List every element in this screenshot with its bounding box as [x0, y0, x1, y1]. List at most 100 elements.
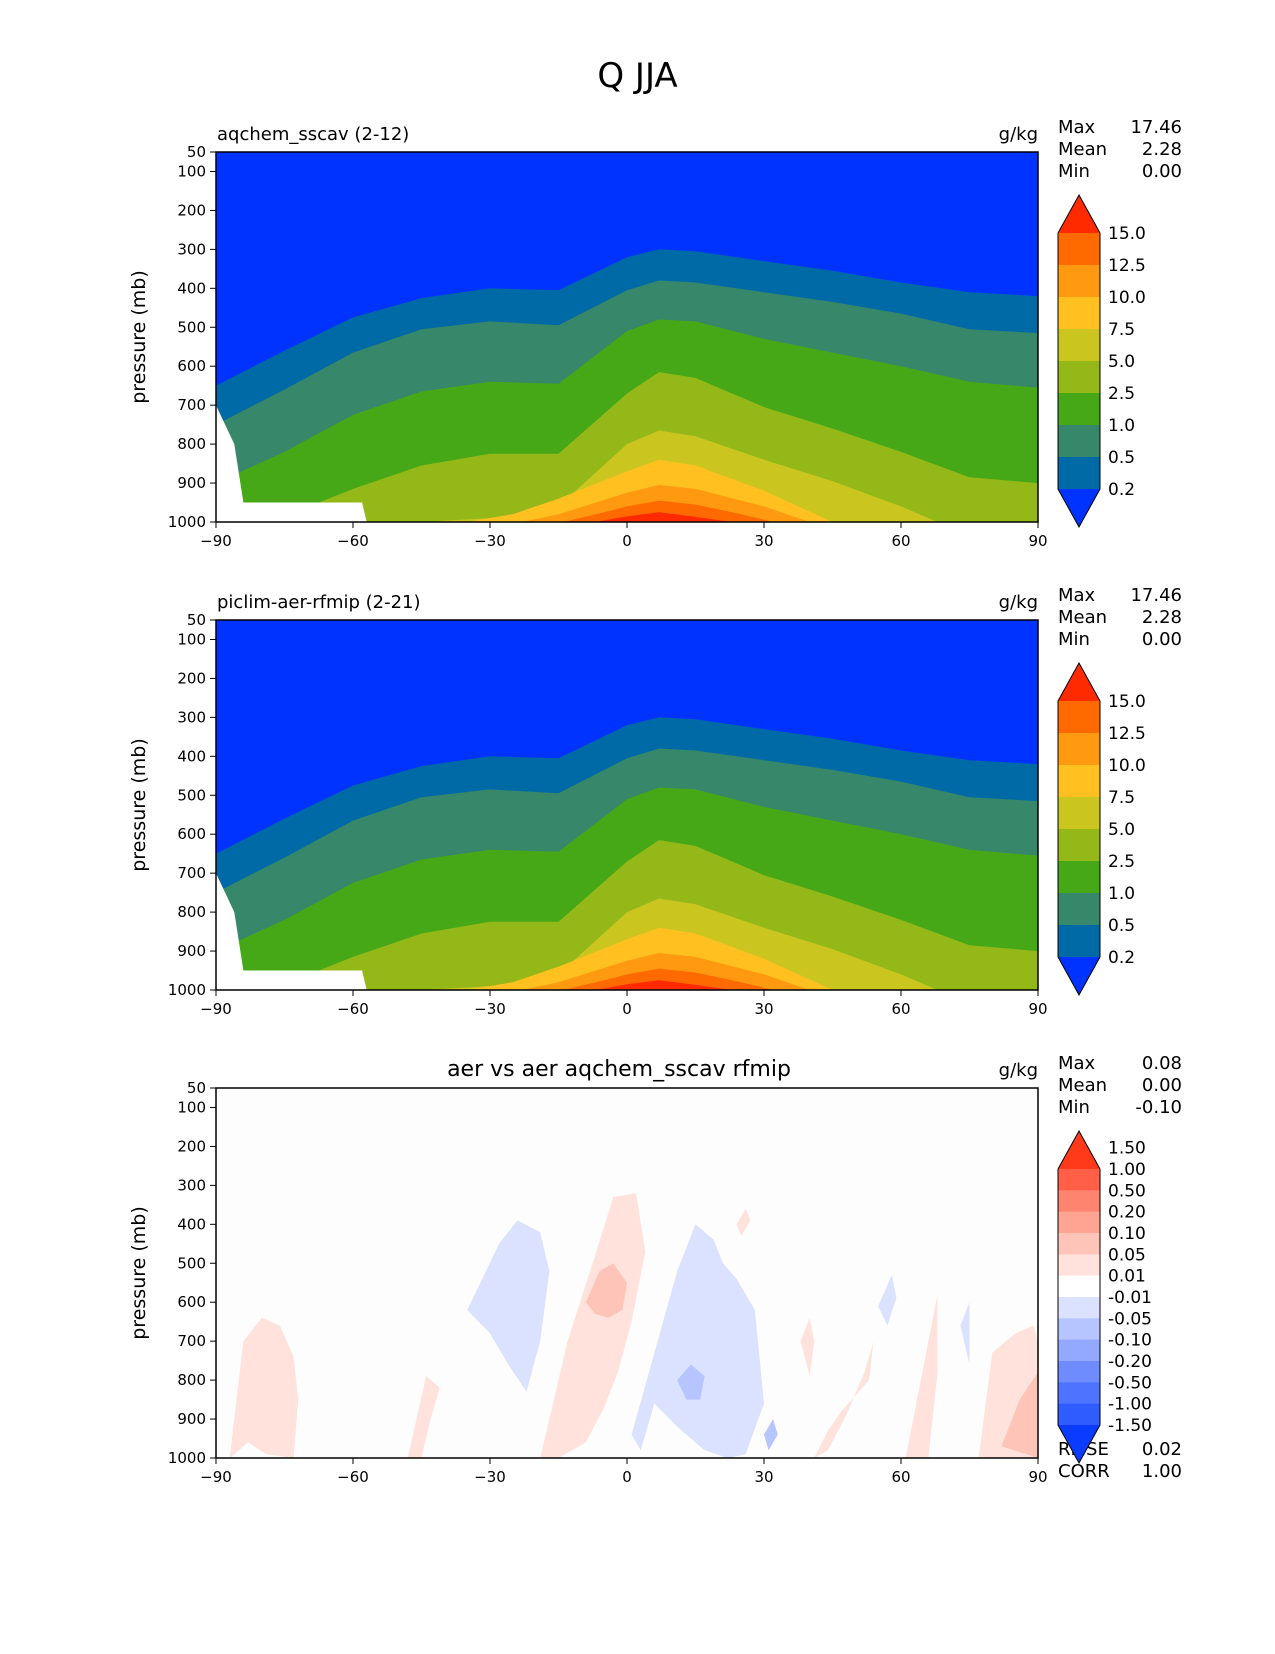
colorbar-segment	[1058, 1254, 1100, 1277]
stat-value: 2.28	[1142, 607, 1182, 628]
colorbar-tick-label: 15.0	[1108, 692, 1146, 712]
stat-value: 0.02	[1142, 1439, 1182, 1460]
y-tick-label: 50	[187, 611, 206, 629]
colorbar-tick-label: 0.20	[1108, 1203, 1146, 1223]
colorbar-segment	[1058, 393, 1100, 426]
colorbar-tick-label: 0.2	[1108, 948, 1135, 968]
colorbar-segment	[1058, 829, 1100, 862]
stat-label: Max	[1058, 1053, 1096, 1074]
x-tick-label: 30	[754, 1468, 773, 1486]
colorbar-segment	[1058, 233, 1100, 266]
x-tick-label: 0	[622, 1468, 632, 1486]
colorbar-outline	[1057, 193, 1101, 529]
positive-anomaly-region	[540, 1193, 646, 1458]
y-tick-label: 800	[177, 435, 206, 453]
colorbar-tick-label: 10.0	[1108, 288, 1146, 308]
colorbar-tick-label: 1.0	[1108, 416, 1135, 436]
colorbar-tick-label: 2.5	[1108, 384, 1135, 404]
colorbar: 0.2 0.5 1.0 2.5 5.0 7.5 10.0 12.5 15.0	[1057, 193, 1146, 529]
missing-data-region	[216, 873, 367, 990]
colorbar-tick-label: 12.5	[1108, 256, 1146, 276]
positive-anomaly-region	[800, 1317, 815, 1377]
colorbar-segment	[1058, 1361, 1100, 1383]
colorbar-extend-max	[1058, 663, 1100, 701]
positive-anomaly-region	[229, 1317, 299, 1458]
stat-value: 17.46	[1130, 585, 1182, 606]
colorbar-tick-label: -0.01	[1108, 1288, 1152, 1308]
x-tick-label: −30	[474, 1468, 506, 1486]
stat-label: Mean	[1058, 139, 1107, 160]
colorbar-tick-label: 7.5	[1108, 320, 1135, 340]
y-axis-label: pressure (mb)	[128, 1206, 150, 1340]
units-label: g/kg	[999, 592, 1038, 613]
colorbar-segment	[1058, 797, 1100, 830]
y-tick-label: 900	[177, 942, 206, 960]
negative-anomaly-region	[878, 1274, 897, 1326]
y-tick-label: 1000	[168, 981, 206, 999]
y-axis-label: pressure (mb)	[128, 738, 150, 872]
y-tick-label: 50	[187, 143, 206, 161]
colorbar-segment	[1058, 1318, 1100, 1341]
colorbar-tick-label: 12.5	[1108, 724, 1146, 744]
negative-anomaly-region	[960, 1302, 970, 1365]
y-tick-label: 800	[177, 903, 206, 921]
x-tick-label: 60	[891, 1468, 910, 1486]
colorbar-tick-label: 15.0	[1108, 224, 1146, 244]
panel-title: piclim-aer-rfmip (2-21)	[217, 592, 421, 613]
stat-label: Min	[1058, 161, 1090, 182]
colorbar-segment	[1058, 701, 1100, 734]
colorbar-segment	[1058, 765, 1100, 798]
positive-anomaly-region	[407, 1376, 440, 1458]
colorbar-tick-label: 7.5	[1108, 788, 1135, 808]
plot-area	[216, 620, 1038, 990]
colorbar-extend-max	[1058, 1131, 1100, 1169]
x-tick-label: −30	[474, 532, 506, 550]
colorbar-outline	[1057, 661, 1101, 997]
stat-label: CORR	[1058, 1461, 1110, 1482]
contour-fill-level-12.5	[563, 968, 774, 990]
colorbar-tick-label: 0.05	[1108, 1245, 1146, 1265]
colorbar-segment	[1058, 1190, 1100, 1213]
stat-value: 2.28	[1142, 139, 1182, 160]
units-label: g/kg	[999, 124, 1038, 145]
colorbar-tick-label: 0.2	[1108, 480, 1135, 500]
colorbar-segment	[1058, 1233, 1100, 1255]
colorbar-segment	[1058, 1211, 1100, 1234]
y-tick-label: 900	[177, 474, 206, 492]
y-tick-label: 300	[177, 1176, 206, 1194]
y-tick-label: 50	[187, 1079, 206, 1097]
colorbar: 0.2 0.5 1.0 2.5 5.0 7.5 10.0 12.5 15.0	[1057, 661, 1146, 997]
colorbar-segment	[1058, 329, 1100, 362]
y-axis-label: pressure (mb)	[128, 270, 150, 404]
colorbar-tick-label: 1.50	[1108, 1139, 1146, 1159]
colorbar-extend-min	[1058, 957, 1100, 995]
stat-value: 0.08	[1142, 1053, 1182, 1074]
colorbar-tick-label: 0.5	[1108, 916, 1135, 936]
stat-label: Max	[1058, 117, 1096, 138]
colorbar-tick-label: 0.01	[1108, 1267, 1146, 1287]
colorbar-segment	[1058, 925, 1100, 958]
y-tick-label: 500	[177, 786, 206, 804]
x-tick-label: 90	[1028, 532, 1047, 550]
negative-anomaly-region	[764, 1419, 778, 1451]
colorbar-segment	[1058, 425, 1100, 458]
colorbar-tick-label: -1.50	[1108, 1416, 1152, 1436]
y-tick-label: 300	[177, 708, 206, 726]
colorbar-extend-min	[1058, 489, 1100, 527]
x-tick-label: 0	[622, 1000, 632, 1018]
x-tick-label: 90	[1028, 1000, 1047, 1018]
negative-anomaly-region	[631, 1224, 764, 1458]
contour-fill-level-15	[595, 512, 732, 522]
negative-anomaly-region	[467, 1220, 550, 1392]
colorbar-tick-label: 1.00	[1108, 1160, 1146, 1180]
stat-label: Mean	[1058, 1075, 1107, 1096]
x-tick-label: −60	[337, 1000, 369, 1018]
stat-label: Min	[1058, 1097, 1090, 1118]
stat-value: 0.00	[1142, 1075, 1182, 1096]
colorbar-segment	[1058, 297, 1100, 330]
positive-anomaly-region	[585, 1263, 627, 1318]
y-tick-label: 800	[177, 1371, 206, 1389]
y-tick-label: 700	[177, 864, 206, 882]
